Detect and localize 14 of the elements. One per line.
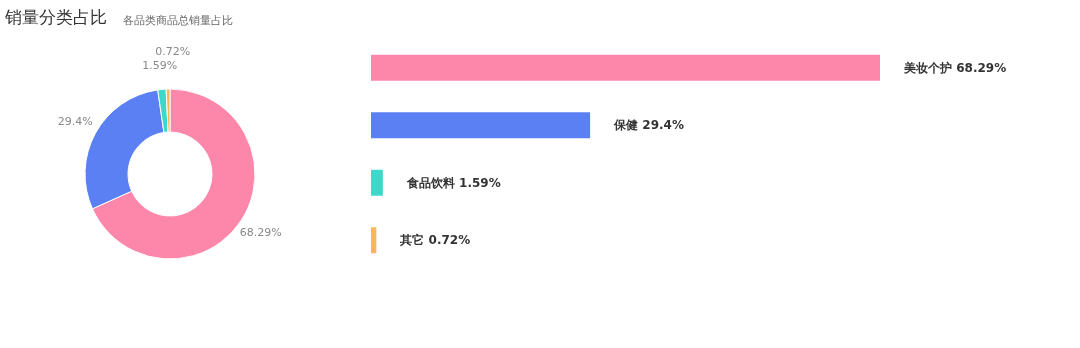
bar [371, 112, 591, 139]
data-label: 68.29% [239, 225, 282, 239]
data-label: 美妆个护 68.29% [903, 60, 1007, 75]
data-label: 1.59% [142, 59, 178, 73]
bar [371, 227, 377, 254]
bar [371, 54, 880, 81]
data-label: 保健 29.4% [613, 118, 684, 133]
chart-subtitle: 各品类商品总销量占比 [123, 14, 233, 27]
data-label: 食品饮料 1.59% [405, 175, 501, 190]
data-label: 其它 0.72% [399, 233, 471, 248]
data-label: 0.72% [155, 45, 191, 59]
bar [371, 169, 383, 196]
chart-title: 销量分类占比 [4, 7, 107, 27]
data-label: 29.4% [57, 115, 93, 129]
